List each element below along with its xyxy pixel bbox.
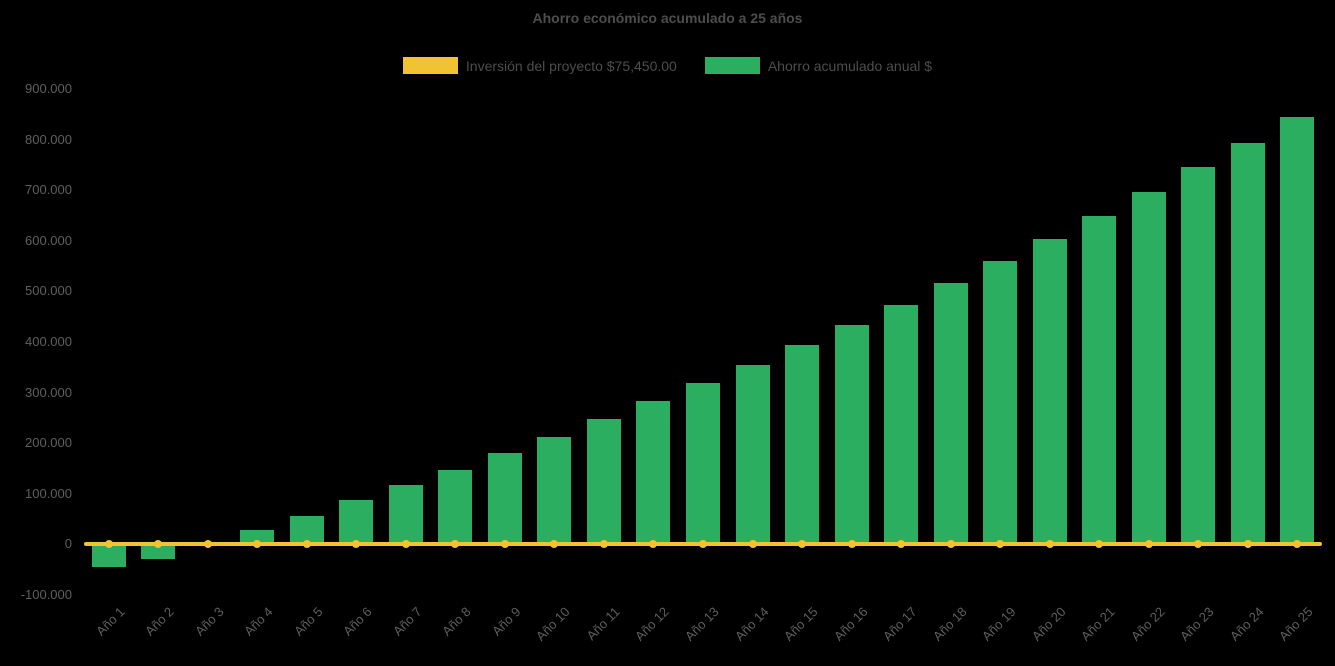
y-axis-tick-label: 600.000 xyxy=(25,232,72,248)
y-axis-tick-label: 0 xyxy=(64,536,72,552)
investment-line-marker xyxy=(253,540,262,549)
x-axis-tick-label: Año 20 xyxy=(1028,604,1069,644)
investment-line-marker xyxy=(996,540,1005,549)
x-axis-tick-label: Año 23 xyxy=(1177,604,1217,644)
bar-año-25 xyxy=(1280,116,1315,545)
investment-line-marker xyxy=(154,540,163,549)
bar-año-17 xyxy=(884,304,919,545)
y-axis-tick-label: 900.000 xyxy=(25,81,72,96)
x-axis-tick-label: Año 16 xyxy=(830,604,871,644)
x-axis-tick-label: Año 24 xyxy=(1226,604,1267,644)
investment-line-marker xyxy=(302,540,311,549)
x-axis-tick-label: Año 25 xyxy=(1276,604,1316,644)
y-axis-tick-label: 300.000 xyxy=(25,384,72,400)
investment-line-marker xyxy=(1194,540,1203,549)
x-axis-tick-label: Año 11 xyxy=(583,604,623,644)
bar-año-14 xyxy=(735,364,770,545)
legend-label-investment: Inversión del proyecto $75,450.00 xyxy=(465,57,677,74)
bar-año-19 xyxy=(983,261,1018,545)
bar-año-11 xyxy=(586,418,621,545)
y-axis-tick-label: 800.000 xyxy=(25,131,72,147)
investment-line-marker xyxy=(599,540,608,549)
investment-line-marker xyxy=(1243,540,1252,549)
x-axis-tick-label: Año 18 xyxy=(929,604,970,644)
x-axis-tick-label: Año 13 xyxy=(681,604,722,644)
investment-line-marker xyxy=(699,540,707,549)
bar-año-15 xyxy=(785,345,820,545)
x-axis-tick-label: Año 3 xyxy=(191,604,227,639)
x-axis-tick-label: Año 9 xyxy=(488,604,524,639)
bar-año-7 xyxy=(388,484,423,545)
bar-año-10 xyxy=(537,436,572,545)
x-axis-tick-label: Año 8 xyxy=(439,604,474,639)
bar-año-20 xyxy=(1032,238,1067,545)
bar-año-8 xyxy=(438,469,473,545)
y-axis-tick-label: 400.000 xyxy=(25,334,72,349)
y-axis-tick-label: 200.000 xyxy=(25,435,72,451)
investment-line-marker xyxy=(946,540,955,549)
bar-año-18 xyxy=(933,283,968,545)
investment-line-marker xyxy=(1293,540,1302,549)
x-axis-tick-label: Año 7 xyxy=(389,604,425,639)
legend: Inversión del proyecto $75,450.00 Ahorro… xyxy=(0,57,1335,74)
y-axis-tick-label: 700.000 xyxy=(25,182,72,198)
investment-line-marker xyxy=(451,540,460,549)
investment-line-marker xyxy=(1144,540,1153,549)
bar-año-23 xyxy=(1181,167,1216,545)
investment-line-marker xyxy=(847,540,856,549)
y-axis-tick-label: -100.000 xyxy=(20,587,72,602)
x-axis-tick-label: Año 1 xyxy=(92,604,128,639)
investment-line-marker xyxy=(1095,540,1104,549)
y-axis-tick-label: 100.000 xyxy=(25,485,72,501)
legend-swatch-savings-icon xyxy=(704,57,760,74)
bar-año-4 xyxy=(240,530,275,545)
investment-line-marker xyxy=(1045,540,1054,549)
bar-año-2 xyxy=(141,544,176,559)
investment-line-marker xyxy=(104,540,113,549)
investment-line-marker xyxy=(798,540,807,549)
bar-año-22 xyxy=(1131,191,1166,545)
investment-line-marker xyxy=(550,540,559,549)
chart-title: Ahorro económico acumulado a 25 años xyxy=(532,10,803,26)
bar-año-5 xyxy=(289,515,324,545)
bar-año-12 xyxy=(636,401,671,545)
bar-año-13 xyxy=(686,383,720,545)
investment-line-marker xyxy=(203,540,212,549)
bar-año-9 xyxy=(487,452,522,545)
x-axis-tick-label: Año 14 xyxy=(731,604,772,644)
investment-line-marker xyxy=(401,540,410,549)
investment-line-marker xyxy=(897,540,906,549)
legend-item-investment[interactable]: Inversión del proyecto $75,450.00 xyxy=(402,57,677,74)
y-axis-tick-label: 500.000 xyxy=(25,283,72,299)
x-axis-tick-label: Año 6 xyxy=(340,604,375,639)
legend-label-savings: Ahorro acumulado anual $ xyxy=(767,57,933,74)
bar-año-16 xyxy=(834,324,869,545)
bar-año-24 xyxy=(1230,142,1265,545)
x-axis-tick-label: Año 12 xyxy=(632,604,673,644)
investment-line-marker xyxy=(352,540,361,549)
x-axis-tick-label: Año 4 xyxy=(241,604,276,639)
investment-line-marker xyxy=(649,540,658,549)
x-axis-tick-label: Año 21 xyxy=(1078,604,1118,644)
legend-item-savings[interactable]: Ahorro acumulado anual $ xyxy=(704,57,933,74)
x-axis-tick-label: Año 15 xyxy=(780,604,821,644)
bar-año-6 xyxy=(339,499,374,545)
x-axis-tick-label: Año 10 xyxy=(533,604,574,644)
bar-año-1 xyxy=(91,544,126,568)
investment-line-marker xyxy=(748,540,757,549)
x-axis-tick-label: Año 17 xyxy=(879,604,920,644)
x-axis-tick-label: Año 19 xyxy=(978,604,1019,644)
x-axis-tick-label: Año 22 xyxy=(1127,604,1168,644)
x-axis-tick-label: Año 2 xyxy=(142,604,177,639)
x-axis-tick-label: Año 5 xyxy=(290,604,326,639)
investment-line-marker xyxy=(500,540,509,549)
bar-año-21 xyxy=(1082,215,1117,545)
legend-swatch-investment-icon xyxy=(402,57,458,74)
